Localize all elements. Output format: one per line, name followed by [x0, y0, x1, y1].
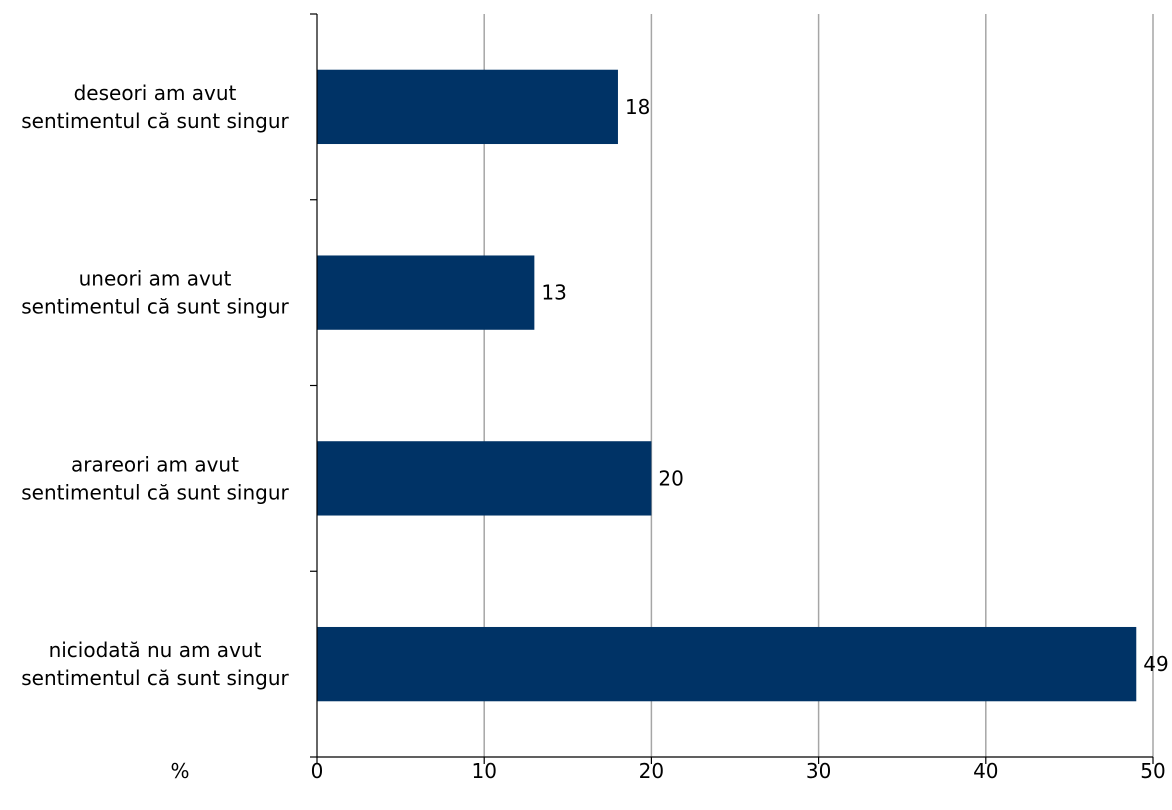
bar-1 — [317, 69, 618, 145]
category-label-line: sentimentul că sunt singur — [21, 666, 289, 690]
x-tick-label-40: 40 — [973, 759, 998, 783]
category-label-3: arareori am avut sentimentul că sunt sing… — [21, 452, 289, 504]
x-tick-label-10: 10 — [471, 759, 496, 783]
labels: % 0 10 20 30 40 50 18 deseori am avut sentimentu… — [21, 81, 1168, 783]
category-label-line: sentimentul că sunt singur — [21, 295, 289, 319]
x-tick-label-30: 30 — [806, 759, 831, 783]
data-label-2: 13 — [541, 281, 566, 305]
data-label-3: 20 — [658, 466, 683, 490]
x-axis-title: % — [170, 759, 189, 783]
bar-2 — [317, 255, 535, 330]
category-label-line: sentimentul că sunt singur — [21, 480, 289, 504]
bars — [317, 69, 1137, 702]
category-label-line: uneori am avut — [79, 267, 232, 291]
category-label-4: niciodată nu am avut sentimentul că sunt … — [21, 638, 289, 690]
bar-4 — [317, 626, 1137, 702]
category-label-line: sentimentul că sunt singur — [21, 109, 289, 133]
data-label-4: 49 — [1143, 652, 1168, 676]
category-label-line: deseori am avut — [74, 81, 237, 105]
bar-3 — [317, 441, 652, 516]
category-label-1: deseori am avut sentimentul că sunt singu… — [21, 81, 289, 133]
x-tick-label-0: 0 — [311, 759, 324, 783]
category-label-2: uneori am avut sentimentul că sunt singur — [21, 267, 289, 319]
x-tick-label-50: 50 — [1140, 759, 1165, 783]
category-label-line: arareori am avut — [71, 452, 239, 476]
x-tick-label-20: 20 — [639, 759, 664, 783]
axes — [310, 13, 1154, 764]
category-label-line: niciodată nu am avut — [49, 638, 262, 662]
data-label-1: 18 — [625, 95, 650, 119]
